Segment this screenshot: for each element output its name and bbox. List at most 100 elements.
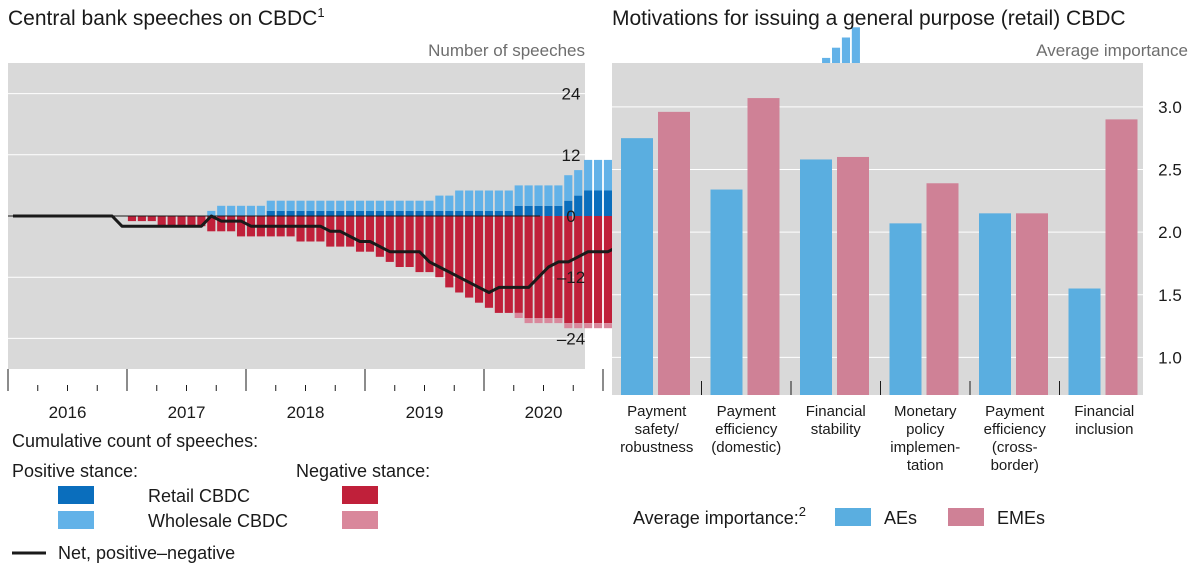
bar-retail [474,210,484,216]
bar-neg-retail [375,216,384,257]
bar-retail [593,190,603,216]
bar-wholesale [276,200,285,211]
bar-neg-retail [504,216,513,313]
right-unit-label: Average importance [1036,41,1188,60]
bar-retail [425,210,434,216]
bar-neg-retail [346,216,355,247]
bar-neg-retail [435,216,444,278]
right-x-category-label: safety/ [635,421,680,438]
bar-neg-retail [385,216,394,262]
bar-neg-retail [514,216,523,313]
bar-neg-retail [395,216,404,267]
bar-wholesale [217,205,226,216]
right-plot-area [612,63,1143,395]
bar-neg-wholesale [544,318,553,324]
bar-neg-retail [306,216,315,242]
left-x-axis: 2016 2017 2018 2019 2020 [7,369,604,422]
left-chart-title: Central bank speeches on CBDC1 [8,5,325,30]
bar-retail [306,210,315,216]
right-x-category-label: robustness [620,439,693,456]
bar-neg-retail [603,216,613,324]
bar-wholesale [256,205,265,216]
bar-aes [621,138,653,396]
bar-aes [979,213,1011,395]
bar-neg-wholesale [603,323,613,329]
bar-neg-retail [445,216,454,288]
bar-neg-wholesale [574,323,583,329]
right-legend: Average importance:2 AEs EMEs [633,504,1045,528]
bar-wholesale [355,200,365,211]
bar-wholesale [236,205,246,216]
left-x-tick-label: 2017 [168,403,206,422]
bar-retail [365,210,375,216]
left-y-tick-labels: 24 12 0 –12 –24 [557,85,585,349]
bar-neg-retail [236,216,246,237]
bar-neg-retail [177,216,186,227]
bar-neg-retail [355,216,365,252]
bar-neg-retail [157,216,166,227]
bar-neg-retail [197,216,206,227]
bar-retail [276,210,285,216]
left-y-tick-label: 12 [562,146,581,165]
bar-neg-retail [227,216,236,232]
left-x-tick-label: 2016 [49,403,87,422]
bar-neg-wholesale [534,318,543,324]
bar-wholesale [415,200,424,211]
bar-emes [926,183,959,395]
bar-retail [484,210,494,216]
bar-retail [494,210,503,216]
bar-neg-retail [465,216,474,298]
bar-wholesale [336,200,345,211]
left-x-tick-label: 2018 [287,403,325,422]
bar-wholesale [484,190,494,211]
legend-emes-label: EMEs [997,508,1045,528]
bar-neg-wholesale [564,323,573,329]
bar-neg-retail [534,216,543,318]
bar-neg-retail [554,216,563,318]
right-legend-label: Average importance:2 [633,504,806,528]
bar-aes [889,223,922,395]
bar-wholesale [306,200,315,211]
bar-neg-retail [415,216,424,273]
bar-neg-wholesale [593,323,603,329]
bar-neg-retail [137,216,146,222]
bar-retail [544,205,553,216]
legend-heading: Cumulative count of speeches: [12,431,258,451]
bar-retail [514,205,523,216]
right-y-tick-label: 3.0 [1158,98,1182,117]
bar-neg-retail [593,216,603,324]
bar-wholesale [385,200,394,211]
right-x-axis: Paymentsafety/robustnessPaymentefficienc… [620,381,1134,474]
right-x-category-label: Financial [1074,403,1134,420]
legend-swatch-neg-wholesale [342,511,378,529]
bar-wholesale [574,170,583,196]
right-x-category-label: Payment [627,403,687,420]
bar-wholesale [435,195,444,211]
bar-wholesale [593,159,603,191]
right-x-category-label: efficiency [984,421,1047,438]
bar-retail [534,205,543,216]
bar-retail [405,210,414,216]
bar-retail [455,210,464,216]
bar-retail [584,190,593,216]
right-x-category-label: Financial [806,403,866,420]
right-chart-title: Motivations for issuing a general purpos… [612,7,1126,30]
bar-neg-retail [584,216,593,324]
right-x-category-label: tation [907,457,944,474]
left-y-tick-label: –24 [557,329,585,348]
bar-neg-retail [474,216,484,303]
bar-neg-retail [455,216,464,293]
bar-wholesale [375,200,384,211]
bar-retail [326,210,335,216]
bar-neg-retail [217,216,226,232]
bar-wholesale [346,200,355,211]
bar-retail [385,210,394,216]
legend-net-label: Net, positive–negative [58,543,235,563]
bar-aes [1068,288,1101,395]
right-bars [621,98,1138,396]
right-gridlines [612,106,1143,358]
legend-negative-label: Negative stance: [296,461,430,481]
legend-wholesale-label: Wholesale CBDC [148,511,288,531]
bar-wholesale [405,200,414,211]
